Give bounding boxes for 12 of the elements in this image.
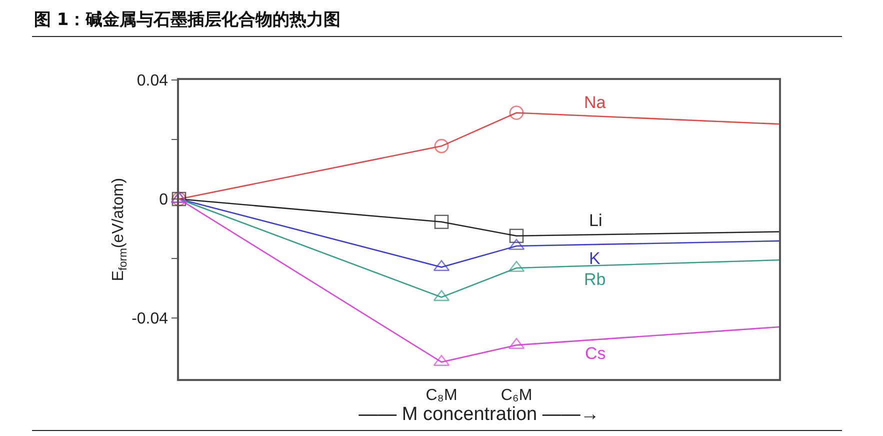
y-tick-label: 0 bbox=[159, 192, 168, 209]
series-label: K bbox=[589, 249, 601, 268]
y-tick-label: 0.04 bbox=[136, 72, 168, 90]
chart-title: 图 1：碱金属与石墨插层化合物的热力图 bbox=[34, 9, 341, 31]
series-label: Cs bbox=[585, 344, 606, 363]
x-tick-label: C₈M bbox=[426, 386, 458, 404]
x-axis-title: —— M concentration ——→ bbox=[358, 404, 600, 425]
x-tick-label: C₆M bbox=[500, 386, 532, 404]
y-tick-label: -0.04 bbox=[132, 310, 168, 328]
series-label: Na bbox=[584, 93, 606, 112]
series-label: Rb bbox=[584, 270, 606, 289]
series-label: Li bbox=[589, 211, 602, 230]
